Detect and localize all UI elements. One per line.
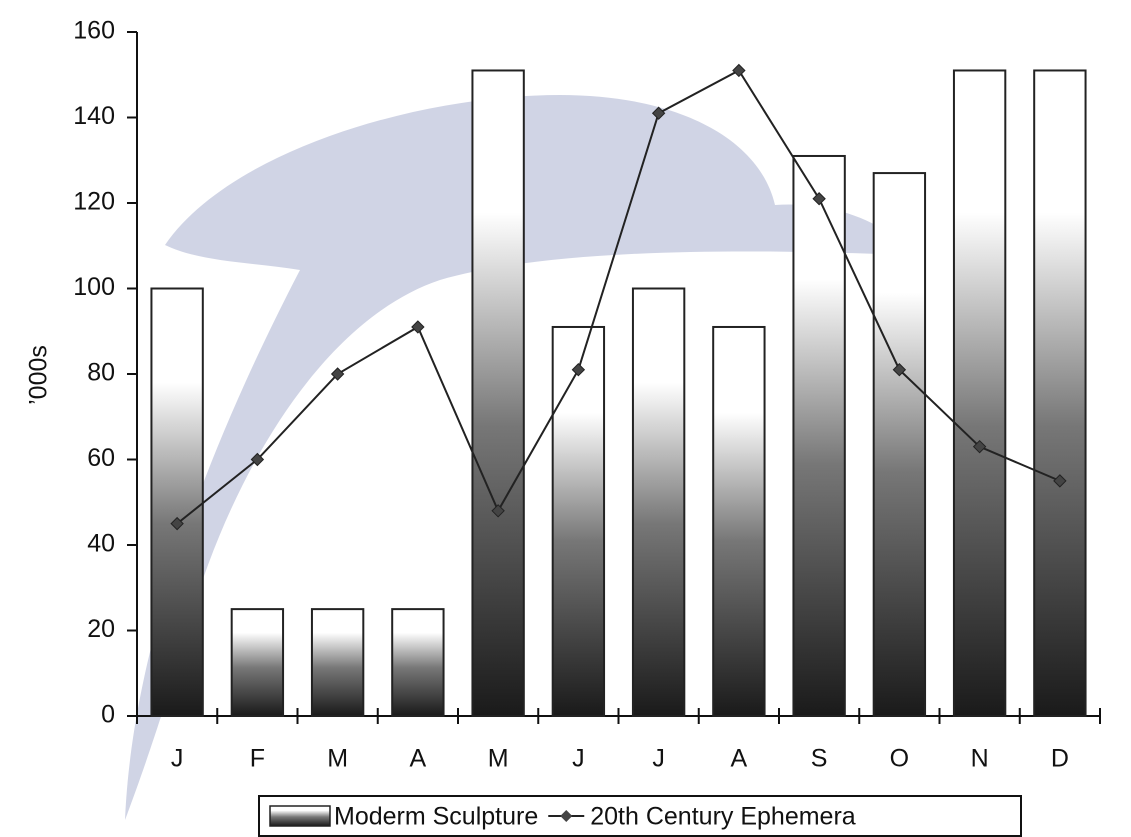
line-marker — [571, 363, 586, 377]
y-tick-label: 120 — [73, 188, 115, 216]
y-tick-label: 60 — [87, 444, 115, 472]
line-marker — [812, 192, 826, 206]
x-tick-label: D — [1051, 745, 1069, 773]
line-marker — [732, 63, 746, 78]
x-tick-label: M — [327, 745, 348, 773]
x-tick-label: S — [811, 745, 828, 773]
line-marker — [491, 504, 505, 518]
line-marker — [1053, 474, 1067, 488]
legend-marker — [560, 810, 573, 822]
bar — [230, 608, 285, 717]
line-marker — [330, 367, 345, 381]
bar — [310, 608, 365, 717]
bar — [952, 69, 1007, 718]
line-marker — [892, 363, 907, 377]
x-tick-label: A — [731, 745, 748, 773]
y-tick-label: 80 — [87, 359, 115, 387]
legend-swatch — [269, 805, 331, 827]
x-tick-label: A — [410, 745, 427, 773]
bar — [872, 172, 927, 717]
x-tick-label: F — [250, 745, 265, 773]
bar — [1033, 69, 1087, 718]
x-tick-label: J — [652, 745, 665, 773]
y-tick-label: 0 — [101, 701, 115, 729]
line-marker — [170, 516, 184, 531]
line-marker — [411, 320, 425, 334]
line-marker — [972, 439, 987, 454]
bar — [150, 287, 204, 717]
x-tick-label: J — [572, 745, 585, 773]
x-tick-label: O — [890, 745, 909, 773]
bar — [391, 608, 445, 717]
x-tick-label: J — [171, 745, 184, 773]
plot-area: 0 20 40 60 80 100 120 140 160 J F M A M J J A S O N D — [73, 17, 1101, 773]
x-tick-label: N — [971, 745, 989, 773]
bar — [471, 69, 525, 718]
y-axis-label: ’000s — [25, 345, 53, 405]
y-tick-label: 40 — [87, 530, 115, 558]
y-tick-label: 160 — [73, 17, 115, 45]
line-marker — [651, 106, 666, 120]
bar — [631, 287, 686, 717]
watermark — [125, 95, 905, 820]
x-tick-label: M — [488, 745, 509, 773]
line — [176, 69, 1061, 525]
y-tick-label: 20 — [87, 615, 115, 643]
legend-label: Moderm Sculpture — [334, 803, 538, 831]
line-marker — [250, 452, 265, 467]
bar — [712, 325, 766, 717]
legend-label: 20th Century Ephemera — [590, 803, 856, 831]
bar — [551, 325, 606, 717]
bar — [792, 154, 846, 718]
legend-box — [258, 795, 1022, 837]
y-tick-label: 100 — [73, 273, 115, 301]
y-tick-label: 140 — [73, 102, 115, 130]
